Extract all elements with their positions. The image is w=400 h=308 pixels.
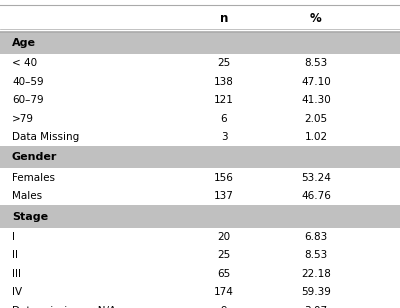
Text: Age: Age: [12, 38, 36, 48]
Text: 59.39: 59.39: [301, 287, 331, 297]
Bar: [0, 146, 400, 168]
Text: < 40: < 40: [12, 58, 37, 68]
Text: 3.07: 3.07: [304, 306, 328, 308]
Text: 1.02: 1.02: [304, 132, 328, 142]
Text: 137: 137: [214, 191, 234, 201]
Text: 60–79: 60–79: [12, 95, 44, 105]
Text: 53.24: 53.24: [301, 173, 331, 183]
Text: 8.53: 8.53: [304, 58, 328, 68]
Text: 25: 25: [217, 58, 231, 68]
Text: Stage: Stage: [12, 212, 48, 221]
Text: Data missing or N/A: Data missing or N/A: [12, 306, 116, 308]
Text: Females: Females: [12, 173, 55, 183]
Text: 156: 156: [214, 173, 234, 183]
Text: n: n: [220, 12, 228, 25]
Text: 8.53: 8.53: [304, 250, 328, 260]
Text: 46.76: 46.76: [301, 191, 331, 201]
Bar: [0, 205, 400, 228]
Text: 6: 6: [221, 114, 227, 124]
Text: %: %: [310, 12, 322, 25]
Text: 2.05: 2.05: [304, 114, 328, 124]
Text: 22.18: 22.18: [301, 269, 331, 279]
Text: >79: >79: [12, 114, 34, 124]
Text: 20: 20: [218, 232, 230, 242]
Text: 6.83: 6.83: [304, 232, 328, 242]
Text: Data Missing: Data Missing: [12, 132, 79, 142]
Text: Males: Males: [12, 191, 42, 201]
Text: 65: 65: [217, 269, 231, 279]
Bar: [0, 32, 400, 54]
Text: 47.10: 47.10: [301, 77, 331, 87]
Text: 121: 121: [214, 95, 234, 105]
Text: 9: 9: [221, 306, 227, 308]
Text: 174: 174: [214, 287, 234, 297]
Text: Gender: Gender: [12, 152, 57, 162]
Text: III: III: [12, 269, 21, 279]
Text: 138: 138: [214, 77, 234, 87]
Text: I: I: [12, 232, 15, 242]
Text: II: II: [12, 250, 18, 260]
Text: 25: 25: [217, 250, 231, 260]
Text: 3: 3: [221, 132, 227, 142]
Text: IV: IV: [12, 287, 22, 297]
Text: 40–59: 40–59: [12, 77, 44, 87]
Text: 41.30: 41.30: [301, 95, 331, 105]
